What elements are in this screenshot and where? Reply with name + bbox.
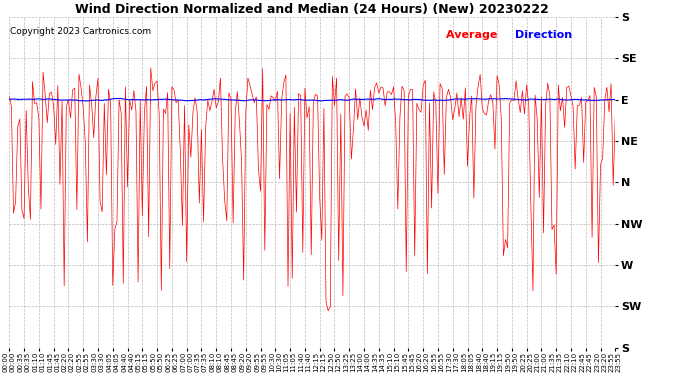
Text: Copyright 2023 Cartronics.com: Copyright 2023 Cartronics.com [10, 27, 152, 36]
Text: Direction: Direction [515, 30, 573, 40]
Title: Wind Direction Normalized and Median (24 Hours) (New) 20230222: Wind Direction Normalized and Median (24… [75, 3, 549, 16]
Text: Average: Average [446, 30, 501, 40]
